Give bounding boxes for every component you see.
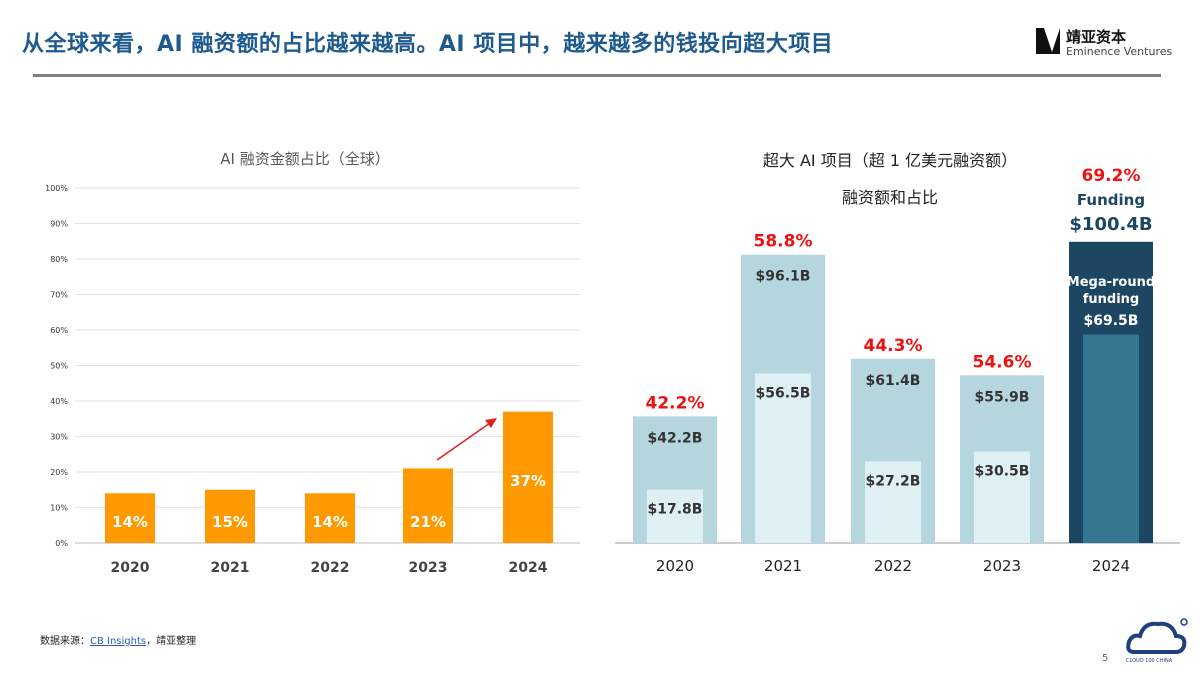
x-tick-label: 2020 bbox=[656, 557, 694, 575]
chart2-subtitle: 融资额和占比 bbox=[842, 188, 938, 207]
bar-mega-2023 bbox=[974, 451, 1030, 543]
bar-2021 bbox=[205, 489, 255, 543]
share-label: 42.2% bbox=[646, 393, 705, 413]
share-label: 54.6% bbox=[973, 352, 1032, 372]
bar-label: 15% bbox=[212, 513, 248, 531]
bar-2022 bbox=[305, 493, 355, 543]
bar-mega-2021 bbox=[755, 373, 811, 543]
cloud100-logo: CLOUD 100 CHINA bbox=[1126, 616, 1188, 666]
y-tick-label: 70% bbox=[50, 291, 68, 300]
mega-label: $56.5B bbox=[756, 386, 811, 402]
x-tick-label: 2020 bbox=[111, 560, 150, 576]
share-label: 58.8% bbox=[754, 232, 813, 252]
bar-2020 bbox=[105, 493, 155, 543]
mega-annotation-line1: Mega-round bbox=[1067, 275, 1155, 290]
bar-label: 14% bbox=[112, 513, 148, 531]
page-number: 5 bbox=[1102, 653, 1109, 664]
source-prefix: 数据来源： bbox=[40, 636, 90, 647]
x-tick-label: 2024 bbox=[509, 560, 548, 576]
x-tick-label: 2021 bbox=[764, 557, 802, 575]
y-tick-label: 60% bbox=[50, 326, 68, 335]
mega-label: $27.2B bbox=[866, 473, 921, 489]
mega-label: $30.5B bbox=[975, 464, 1030, 480]
chart1-title: AI 融资金额占比（全球） bbox=[220, 150, 389, 168]
x-tick-label: 2021 bbox=[211, 560, 250, 576]
chart-ai-funding-share: AI 融资金额占比（全球） 0% 10% 20% 30% 40% 50% 60% 70% 80%… bbox=[45, 150, 580, 576]
x-tick-label: 2023 bbox=[983, 557, 1021, 575]
bar-mega-2024 bbox=[1083, 334, 1139, 543]
total-label: $61.4B bbox=[866, 373, 921, 389]
bar-label: 14% bbox=[312, 513, 348, 531]
logo-en: Eminence Ventures bbox=[1066, 45, 1173, 58]
y-tick-label: 80% bbox=[50, 255, 68, 264]
logo-cn: 靖亚资本 bbox=[1066, 28, 1127, 46]
y-tick-label: 50% bbox=[50, 362, 68, 371]
x-tick-label: 2023 bbox=[409, 560, 448, 576]
trend-arrow bbox=[436, 422, 491, 461]
x-tick-label: 2022 bbox=[311, 560, 350, 576]
bar-mega-2020 bbox=[647, 489, 703, 543]
y-tick-label: 40% bbox=[50, 397, 68, 406]
total-label: $55.9B bbox=[975, 389, 1030, 405]
bar-2023 bbox=[403, 468, 453, 543]
mega-annotation-line2: funding bbox=[1083, 292, 1140, 307]
y-tick-label: 100% bbox=[45, 184, 68, 193]
chart2-title: 超大 AI 项目（超 1 亿美元融资额） bbox=[763, 151, 1017, 170]
y-tick-label: 0% bbox=[55, 539, 68, 548]
total-label: $100.4B bbox=[1069, 214, 1152, 235]
cloud-icon bbox=[1126, 618, 1188, 654]
y-tick-label: 30% bbox=[50, 433, 68, 442]
total-label: $96.1B bbox=[756, 269, 811, 285]
bar-label: 37% bbox=[510, 472, 546, 490]
bar-mega-2022 bbox=[865, 461, 921, 543]
share-label: 44.3% bbox=[864, 336, 923, 356]
y-tick-label: 10% bbox=[50, 504, 68, 513]
y-tick-label: 20% bbox=[50, 468, 68, 477]
source-link[interactable]: CB Insights bbox=[90, 636, 147, 647]
header-divider bbox=[33, 74, 1161, 77]
page-title: 从全球来看，AI 融资额的占比越来越高。AI 项目中，越来越多的钱投向超大项目 bbox=[22, 32, 834, 57]
logo-mark-icon bbox=[1036, 28, 1060, 54]
chart-mega-rounds: 超大 AI 项目（超 1 亿美元融资额） 融资额和占比 2020 42.2% $42… bbox=[615, 151, 1180, 575]
total-label: $42.2B bbox=[648, 430, 703, 446]
share-label: 69.2% bbox=[1082, 166, 1141, 186]
mega-label: $17.8B bbox=[648, 502, 703, 518]
x-tick-label: 2024 bbox=[1092, 557, 1130, 575]
source-note: 数据来源：CB Insights，靖亚整理 bbox=[40, 632, 196, 647]
arrow-head-icon bbox=[485, 418, 497, 428]
x-tick-label: 2022 bbox=[874, 557, 912, 575]
bar-2024 bbox=[503, 411, 553, 543]
bar-label: 21% bbox=[410, 513, 446, 531]
cloud100-text: CLOUD 100 CHINA bbox=[1126, 658, 1173, 664]
mega-label: $69.5B bbox=[1084, 313, 1139, 329]
source-suffix: ，靖亚整理 bbox=[146, 636, 197, 647]
logo: 靖亚资本 Eminence Ventures bbox=[1036, 26, 1172, 62]
funding-annotation: Funding bbox=[1077, 191, 1145, 209]
y-tick-label: 90% bbox=[50, 220, 68, 229]
